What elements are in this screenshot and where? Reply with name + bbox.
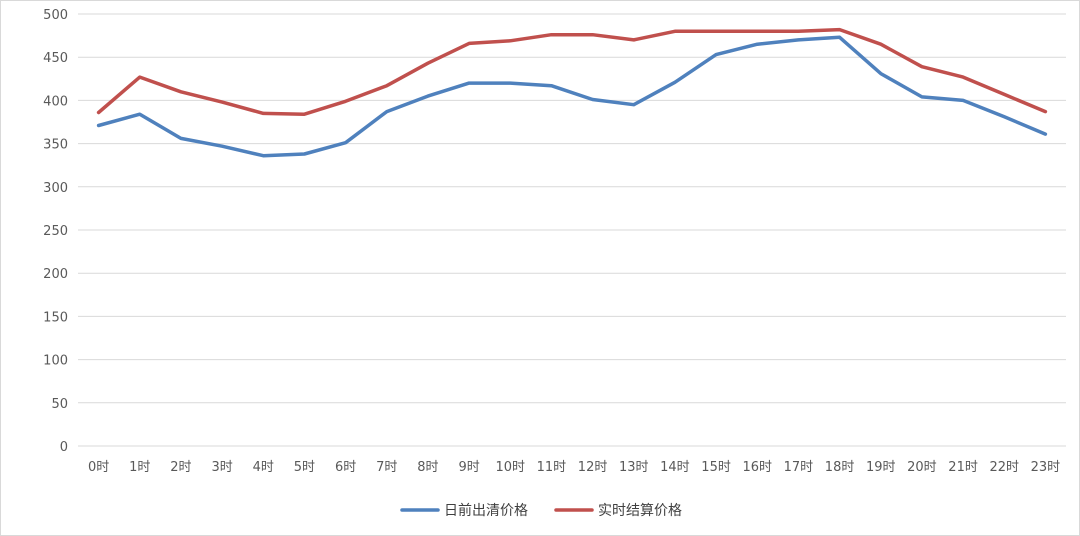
y-axis-tick-labels: 0 50 100 150 200 250 300 350 400 450 500 — [43, 8, 68, 455]
series-line-1 — [96, 35, 1048, 158]
x-tick-label: 16时 — [742, 460, 772, 475]
x-tick-label: 10时 — [495, 460, 525, 475]
x-tick-label: 5时 — [294, 460, 315, 475]
y-tick-label: 50 — [51, 397, 68, 412]
x-tick-label: 2时 — [170, 460, 191, 475]
y-tick-label: 300 — [43, 181, 68, 196]
gridlines — [78, 13, 1066, 447]
x-tick-label: 9时 — [458, 460, 479, 475]
x-tick-label: 6时 — [335, 460, 356, 475]
x-tick-label: 7时 — [376, 460, 397, 475]
x-tick-label: 1时 — [129, 460, 150, 475]
series-line-2 — [96, 27, 1048, 116]
x-axis-tick-labels: 0时 1时 2时 3时 4时 5时 6时 7时 8时 9时 10时 11时 12时 13时 14时 15时 16… — [88, 460, 1060, 475]
x-tick-label: 0时 — [88, 460, 109, 475]
y-tick-label: 100 — [43, 354, 68, 369]
x-tick-label: 21时 — [948, 460, 978, 475]
y-tick-label: 450 — [43, 51, 68, 66]
x-tick-label: 18时 — [825, 460, 855, 475]
x-tick-label: 8时 — [417, 460, 438, 475]
x-tick-label: 20时 — [907, 460, 937, 475]
x-tick-label: 15时 — [701, 460, 731, 475]
y-tick-label: 0 — [60, 440, 68, 455]
x-tick-label: 14时 — [660, 460, 690, 475]
y-tick-label: 200 — [43, 267, 68, 282]
x-tick-label: 17时 — [784, 460, 814, 475]
legend: 日前出清价格 实时结算价格 — [400, 502, 682, 519]
y-tick-label: 350 — [43, 138, 68, 153]
x-tick-label: 13时 — [619, 460, 649, 475]
y-tick-label: 250 — [43, 224, 68, 239]
x-tick-label: 12时 — [578, 460, 608, 475]
legend-label: 实时结算价格 — [598, 503, 682, 519]
x-tick-label: 11时 — [537, 460, 567, 475]
x-tick-label: 22时 — [989, 460, 1019, 475]
x-tick-label: 19时 — [866, 460, 896, 475]
x-tick-label: 3时 — [211, 460, 232, 475]
x-tick-label: 4时 — [253, 460, 274, 475]
x-tick-label: 23时 — [1031, 460, 1061, 475]
y-tick-label: 400 — [43, 94, 68, 109]
y-tick-label: 500 — [43, 8, 68, 23]
y-tick-label: 150 — [43, 310, 68, 325]
series-lines — [96, 27, 1048, 158]
legend-label: 日前出清价格 — [444, 502, 528, 519]
